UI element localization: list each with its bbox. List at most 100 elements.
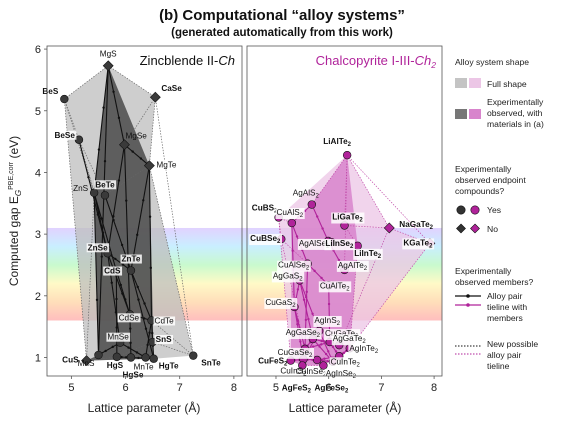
possible-tieline bbox=[281, 238, 308, 264]
label-lialte2: LiAlTe2 bbox=[323, 137, 351, 148]
legend-full-shape: Full shape bbox=[487, 79, 527, 89]
tieline-member bbox=[331, 345, 335, 348]
point-snte bbox=[189, 351, 198, 360]
tieline-member bbox=[302, 298, 306, 301]
x-tick-label: 6 bbox=[122, 382, 128, 394]
label-cubs2: CuBS2 bbox=[252, 203, 278, 214]
alloy-tieline bbox=[145, 320, 153, 358]
tieline-member bbox=[104, 349, 107, 353]
label-bg bbox=[348, 344, 380, 356]
tieline-member bbox=[148, 331, 151, 334]
tieline-member bbox=[115, 297, 118, 301]
possible-tieline bbox=[346, 155, 390, 229]
zincblende-frame bbox=[46, 45, 243, 377]
legend-tieline-line-2: tieline with bbox=[487, 302, 527, 312]
y-tick-label: 6 bbox=[35, 44, 41, 56]
legend-full-swatch-pink bbox=[469, 78, 481, 88]
tieline-member bbox=[311, 312, 314, 315]
point-agfes2 bbox=[298, 361, 307, 370]
tieline-member bbox=[115, 326, 118, 329]
tieline-member bbox=[100, 217, 103, 220]
label-zns: ZnS bbox=[73, 184, 89, 193]
alloy-tieline bbox=[304, 341, 330, 350]
label-agalte2: AgAlTe2 bbox=[338, 261, 368, 272]
y-axis-label: Computed gap EGPBE,corr (eV) bbox=[7, 136, 23, 286]
label-cugas2: CuGaS2 bbox=[265, 298, 296, 309]
point-hgs bbox=[112, 352, 122, 362]
tieline-member bbox=[151, 331, 154, 335]
label-cuins2: CuInS2 bbox=[280, 366, 307, 377]
tieline-member bbox=[87, 176, 90, 179]
tieline-member bbox=[120, 243, 124, 247]
tieline-member bbox=[148, 215, 152, 218]
point-cuals2 bbox=[287, 218, 296, 228]
label-aggas2: AgGaS2 bbox=[273, 271, 303, 282]
possible-tieline bbox=[149, 165, 194, 356]
label-bg bbox=[313, 315, 342, 327]
alloy-tieline bbox=[123, 144, 131, 315]
y-tick-label: 3 bbox=[35, 229, 41, 241]
tieline-member bbox=[322, 339, 325, 343]
label-bg bbox=[277, 260, 311, 272]
label-bg bbox=[402, 238, 435, 250]
point-nagate2 bbox=[383, 222, 395, 234]
alloy-tieline bbox=[130, 270, 153, 321]
label-bg bbox=[157, 361, 181, 371]
possible-tieline bbox=[86, 356, 117, 361]
label-agfes2: AgFeS2 bbox=[282, 384, 312, 395]
alloy-tieline bbox=[311, 204, 329, 242]
tieline-member bbox=[114, 311, 118, 314]
chalcopyrite-frame bbox=[246, 45, 443, 377]
tieline-member bbox=[304, 295, 308, 299]
label-bg bbox=[275, 208, 305, 220]
label-bes: BeS bbox=[42, 87, 58, 96]
y-tick-label: 4 bbox=[35, 167, 41, 179]
tieline-member bbox=[139, 157, 143, 160]
possible-tieline bbox=[64, 65, 109, 100]
label-cus: CuS bbox=[62, 356, 79, 365]
label-bg bbox=[94, 180, 117, 190]
x-tick-label: 8 bbox=[431, 382, 437, 394]
x-tick-label: 8 bbox=[231, 382, 237, 394]
label-bg bbox=[331, 212, 365, 224]
figure-title: (b) Computational “alloy systems” bbox=[159, 7, 405, 24]
label-hgs: HgS bbox=[107, 361, 124, 370]
tieline-member bbox=[320, 343, 323, 346]
tieline-member bbox=[129, 341, 132, 345]
label-agins2: AgInS2 bbox=[314, 316, 340, 327]
alloy-tieline bbox=[148, 165, 153, 321]
label-bg bbox=[331, 334, 368, 346]
point-bete bbox=[100, 191, 110, 200]
alloy-tieline bbox=[93, 192, 100, 356]
x-tick-label: 7 bbox=[177, 382, 183, 394]
legend: Alloy system shape Full shape Experiment… bbox=[455, 57, 544, 371]
label-cuinte2: CuInTe2 bbox=[331, 357, 361, 368]
legend-full-swatch-gray bbox=[455, 78, 467, 88]
possible-tieline bbox=[124, 97, 156, 145]
label-mnte: MnTe bbox=[134, 362, 154, 371]
possible-tieline bbox=[311, 154, 348, 205]
tieline-member bbox=[111, 345, 114, 349]
alloy-tieline bbox=[107, 65, 125, 145]
tieline-member bbox=[295, 235, 299, 238]
possible-tieline bbox=[346, 154, 431, 244]
tieline-member bbox=[318, 345, 321, 348]
label-liinse2: LiInSe2 bbox=[325, 239, 354, 250]
label-cualte2: CuAlTe2 bbox=[320, 281, 350, 292]
label-case: CaSe bbox=[161, 84, 182, 93]
legend-yes: Yes bbox=[487, 205, 501, 215]
x-tick-label: 5 bbox=[273, 382, 279, 394]
tieline-member bbox=[110, 281, 113, 284]
point-mgse bbox=[119, 139, 130, 151]
label-mns: MnS bbox=[78, 359, 95, 368]
label-bg bbox=[117, 313, 141, 323]
label-bg bbox=[120, 254, 142, 264]
tieline-member bbox=[320, 276, 323, 280]
label-mgte: MgTe bbox=[156, 161, 176, 170]
tieline-member bbox=[95, 298, 99, 302]
possible-tieline bbox=[63, 99, 87, 361]
tieline-member bbox=[313, 269, 316, 273]
point-lialte2 bbox=[342, 150, 352, 160]
x-tick-label: 6 bbox=[326, 382, 332, 394]
